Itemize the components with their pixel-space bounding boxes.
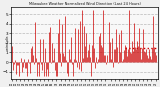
- Title: Milwaukee Weather Normalized Wind Direction (Last 24 Hours): Milwaukee Weather Normalized Wind Direct…: [28, 2, 140, 6]
- Y-axis label: wind dir.: wind dir.: [6, 35, 10, 50]
